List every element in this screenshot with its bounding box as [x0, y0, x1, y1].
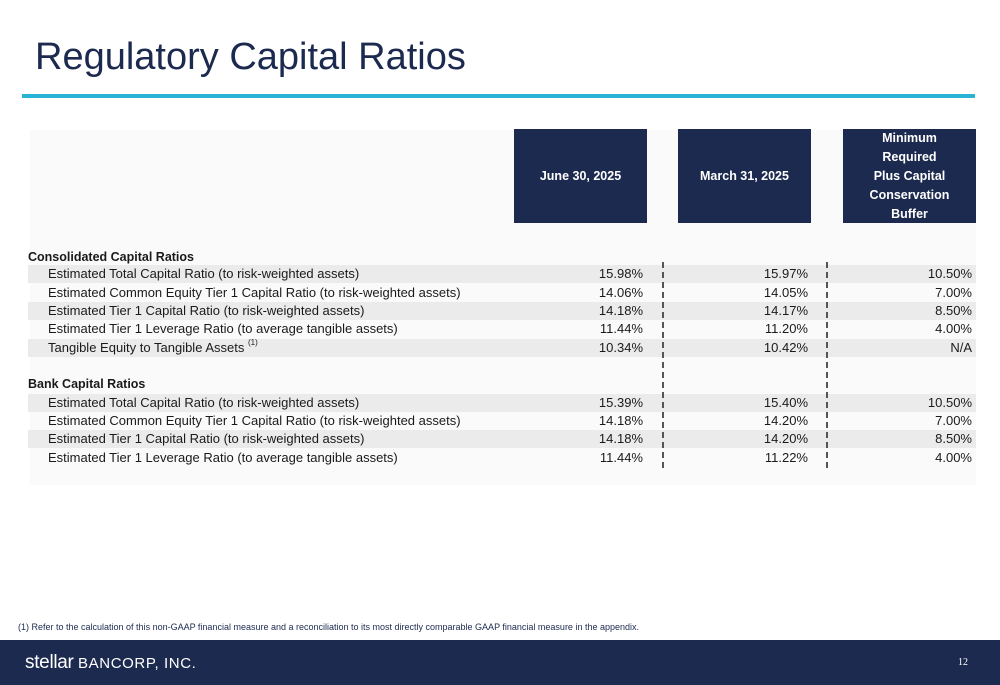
column-divider	[826, 262, 828, 468]
table-row: Estimated Tier 1 Capital Ratio (to risk-…	[28, 430, 976, 448]
row-label: Estimated Total Capital Ratio (to risk-w…	[48, 266, 360, 281]
column-header-label: June 30, 2025	[539, 169, 622, 183]
column-header-line: Buffer	[891, 206, 928, 221]
value-minimum-required: 7.00%	[935, 285, 972, 300]
value-minimum-required: 10.50%	[927, 395, 972, 410]
row-label: Estimated Tier 1 Leverage Ratio (to aver…	[48, 450, 398, 465]
value-minimum-required: 7.00%	[935, 413, 972, 428]
row-label: Estimated Common Equity Tier 1 Capital R…	[48, 285, 461, 300]
table-row: Estimated Tier 1 Leverage Ratio (to aver…	[28, 449, 976, 467]
row-label: Estimated Tier 1 Leverage Ratio (to aver…	[48, 321, 398, 336]
table-row: Estimated Common Equity Tier 1 Capital R…	[28, 412, 976, 430]
value-march-2025: 14.17%	[763, 303, 808, 318]
title-underline	[22, 94, 975, 98]
page-number: 12	[958, 657, 968, 668]
value-minimum-required: 4.00%	[935, 321, 972, 336]
value-minimum-required: 8.50%	[935, 431, 972, 446]
footer-bar: stellar BANCORP, INC. 12	[0, 640, 1000, 685]
value-minimum-required: 10.50%	[927, 266, 972, 281]
row-label: Estimated Tier 1 Capital Ratio (to risk-…	[48, 431, 365, 446]
column-header-label: March 31, 2025	[700, 169, 789, 183]
value-minimum-required: 8.50%	[935, 303, 972, 318]
column-header-minimum-required: Minimum Required Plus Capital Conservati…	[843, 129, 976, 223]
value-june-2025: 14.18%	[598, 431, 643, 446]
company-logo: stellar BANCORP, INC.	[25, 652, 196, 674]
page-title: Regulatory Capital Ratios	[35, 36, 466, 78]
value-march-2025: 15.40%	[763, 395, 808, 410]
value-march-2025: 11.20%	[764, 321, 808, 336]
value-march-2025: 11.22%	[764, 450, 808, 465]
value-minimum-required: 4.00%	[935, 450, 972, 465]
footnote: (1) Refer to the calculation of this non…	[18, 622, 639, 632]
value-march-2025: 14.05%	[763, 285, 808, 300]
section-heading-bank: Bank Capital Ratios	[28, 377, 146, 391]
value-june-2025: 14.18%	[598, 303, 643, 318]
value-march-2025: 10.42%	[763, 340, 808, 355]
value-march-2025: 14.20%	[763, 413, 808, 428]
value-june-2025: 15.98%	[598, 266, 643, 281]
logo-company-name: BANCORP, INC.	[78, 655, 197, 672]
table-row: Estimated Total Capital Ratio (to risk-w…	[28, 394, 976, 412]
column-header-june-2025: June 30, 2025	[514, 129, 647, 223]
value-june-2025: 15.39%	[598, 395, 643, 410]
value-minimum-required: N/A	[950, 340, 972, 355]
footnote-marker: (1)	[247, 338, 258, 347]
row-label: Estimated Tier 1 Capital Ratio (to risk-…	[48, 303, 365, 318]
row-label: Tangible Equity to Tangible Assets (1)	[48, 338, 258, 355]
column-header-line: Plus Capital	[873, 168, 946, 183]
column-header-line: Minimum	[882, 130, 937, 145]
column-header-line: Required	[882, 149, 937, 164]
value-june-2025: 14.06%	[598, 285, 643, 300]
logo-wordmark: stellar	[25, 652, 74, 673]
value-march-2025: 15.97%	[763, 266, 808, 281]
row-label: Estimated Total Capital Ratio (to risk-w…	[48, 395, 360, 410]
value-june-2025: 10.34%	[598, 340, 643, 355]
value-june-2025: 11.44%	[599, 450, 643, 465]
column-header-line: Conservation	[869, 187, 950, 202]
table-row: Tangible Equity to Tangible Assets (1) 1…	[28, 338, 976, 357]
row-label: Estimated Common Equity Tier 1 Capital R…	[48, 413, 461, 428]
column-header-march-2025: March 31, 2025	[678, 129, 811, 223]
value-march-2025: 14.20%	[763, 431, 808, 446]
table-row: Estimated Total Capital Ratio (to risk-w…	[28, 265, 976, 283]
value-june-2025: 14.18%	[598, 413, 643, 428]
table-row: Estimated Tier 1 Leverage Ratio (to aver…	[28, 320, 976, 338]
table-row: Estimated Common Equity Tier 1 Capital R…	[28, 284, 976, 302]
table-row: Estimated Tier 1 Capital Ratio (to risk-…	[28, 302, 976, 320]
section-heading-consolidated: Consolidated Capital Ratios	[28, 250, 194, 264]
value-june-2025: 11.44%	[599, 321, 643, 336]
row-label-text: Tangible Equity to Tangible Assets	[48, 340, 245, 355]
column-divider	[662, 262, 664, 468]
